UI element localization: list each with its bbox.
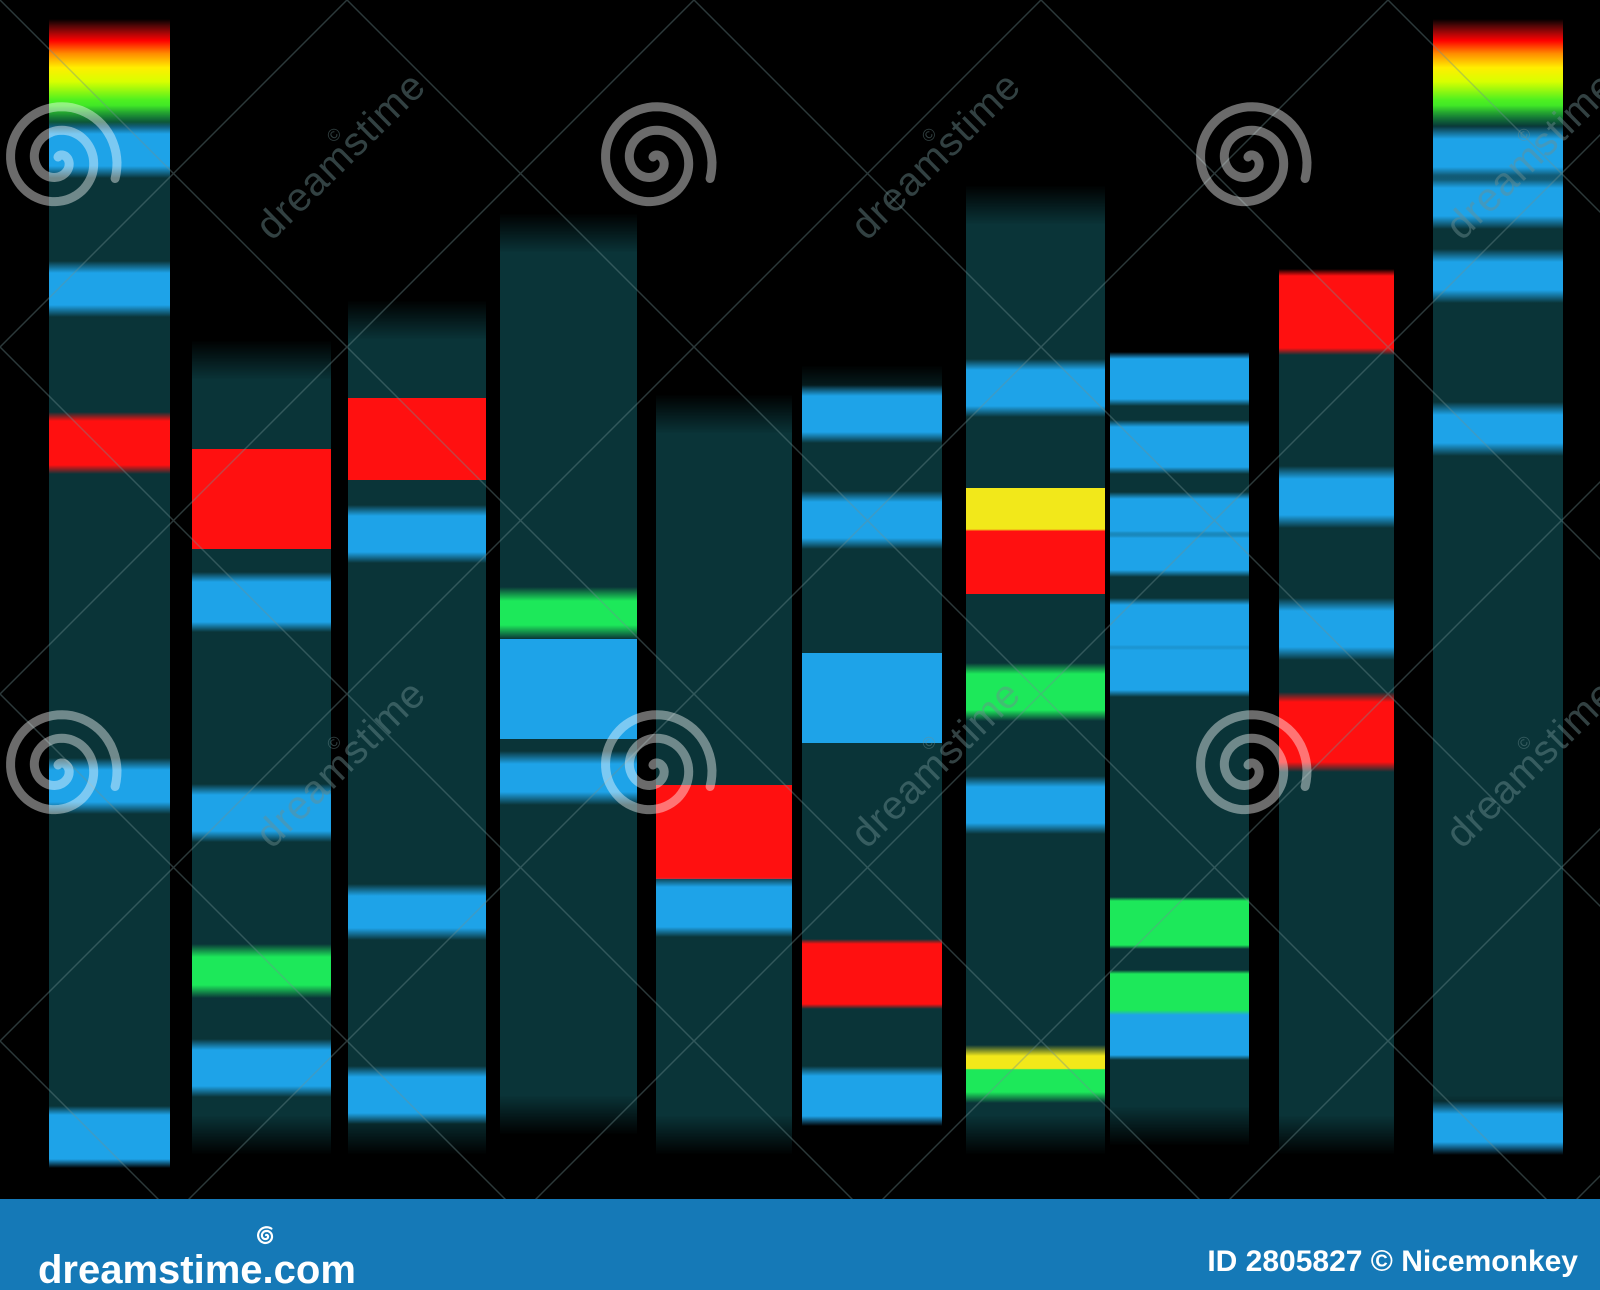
svg-text:dreamstime: dreamstime bbox=[247, 63, 434, 248]
svg-text:©: © bbox=[918, 124, 941, 147]
svg-text:©: © bbox=[323, 124, 346, 147]
